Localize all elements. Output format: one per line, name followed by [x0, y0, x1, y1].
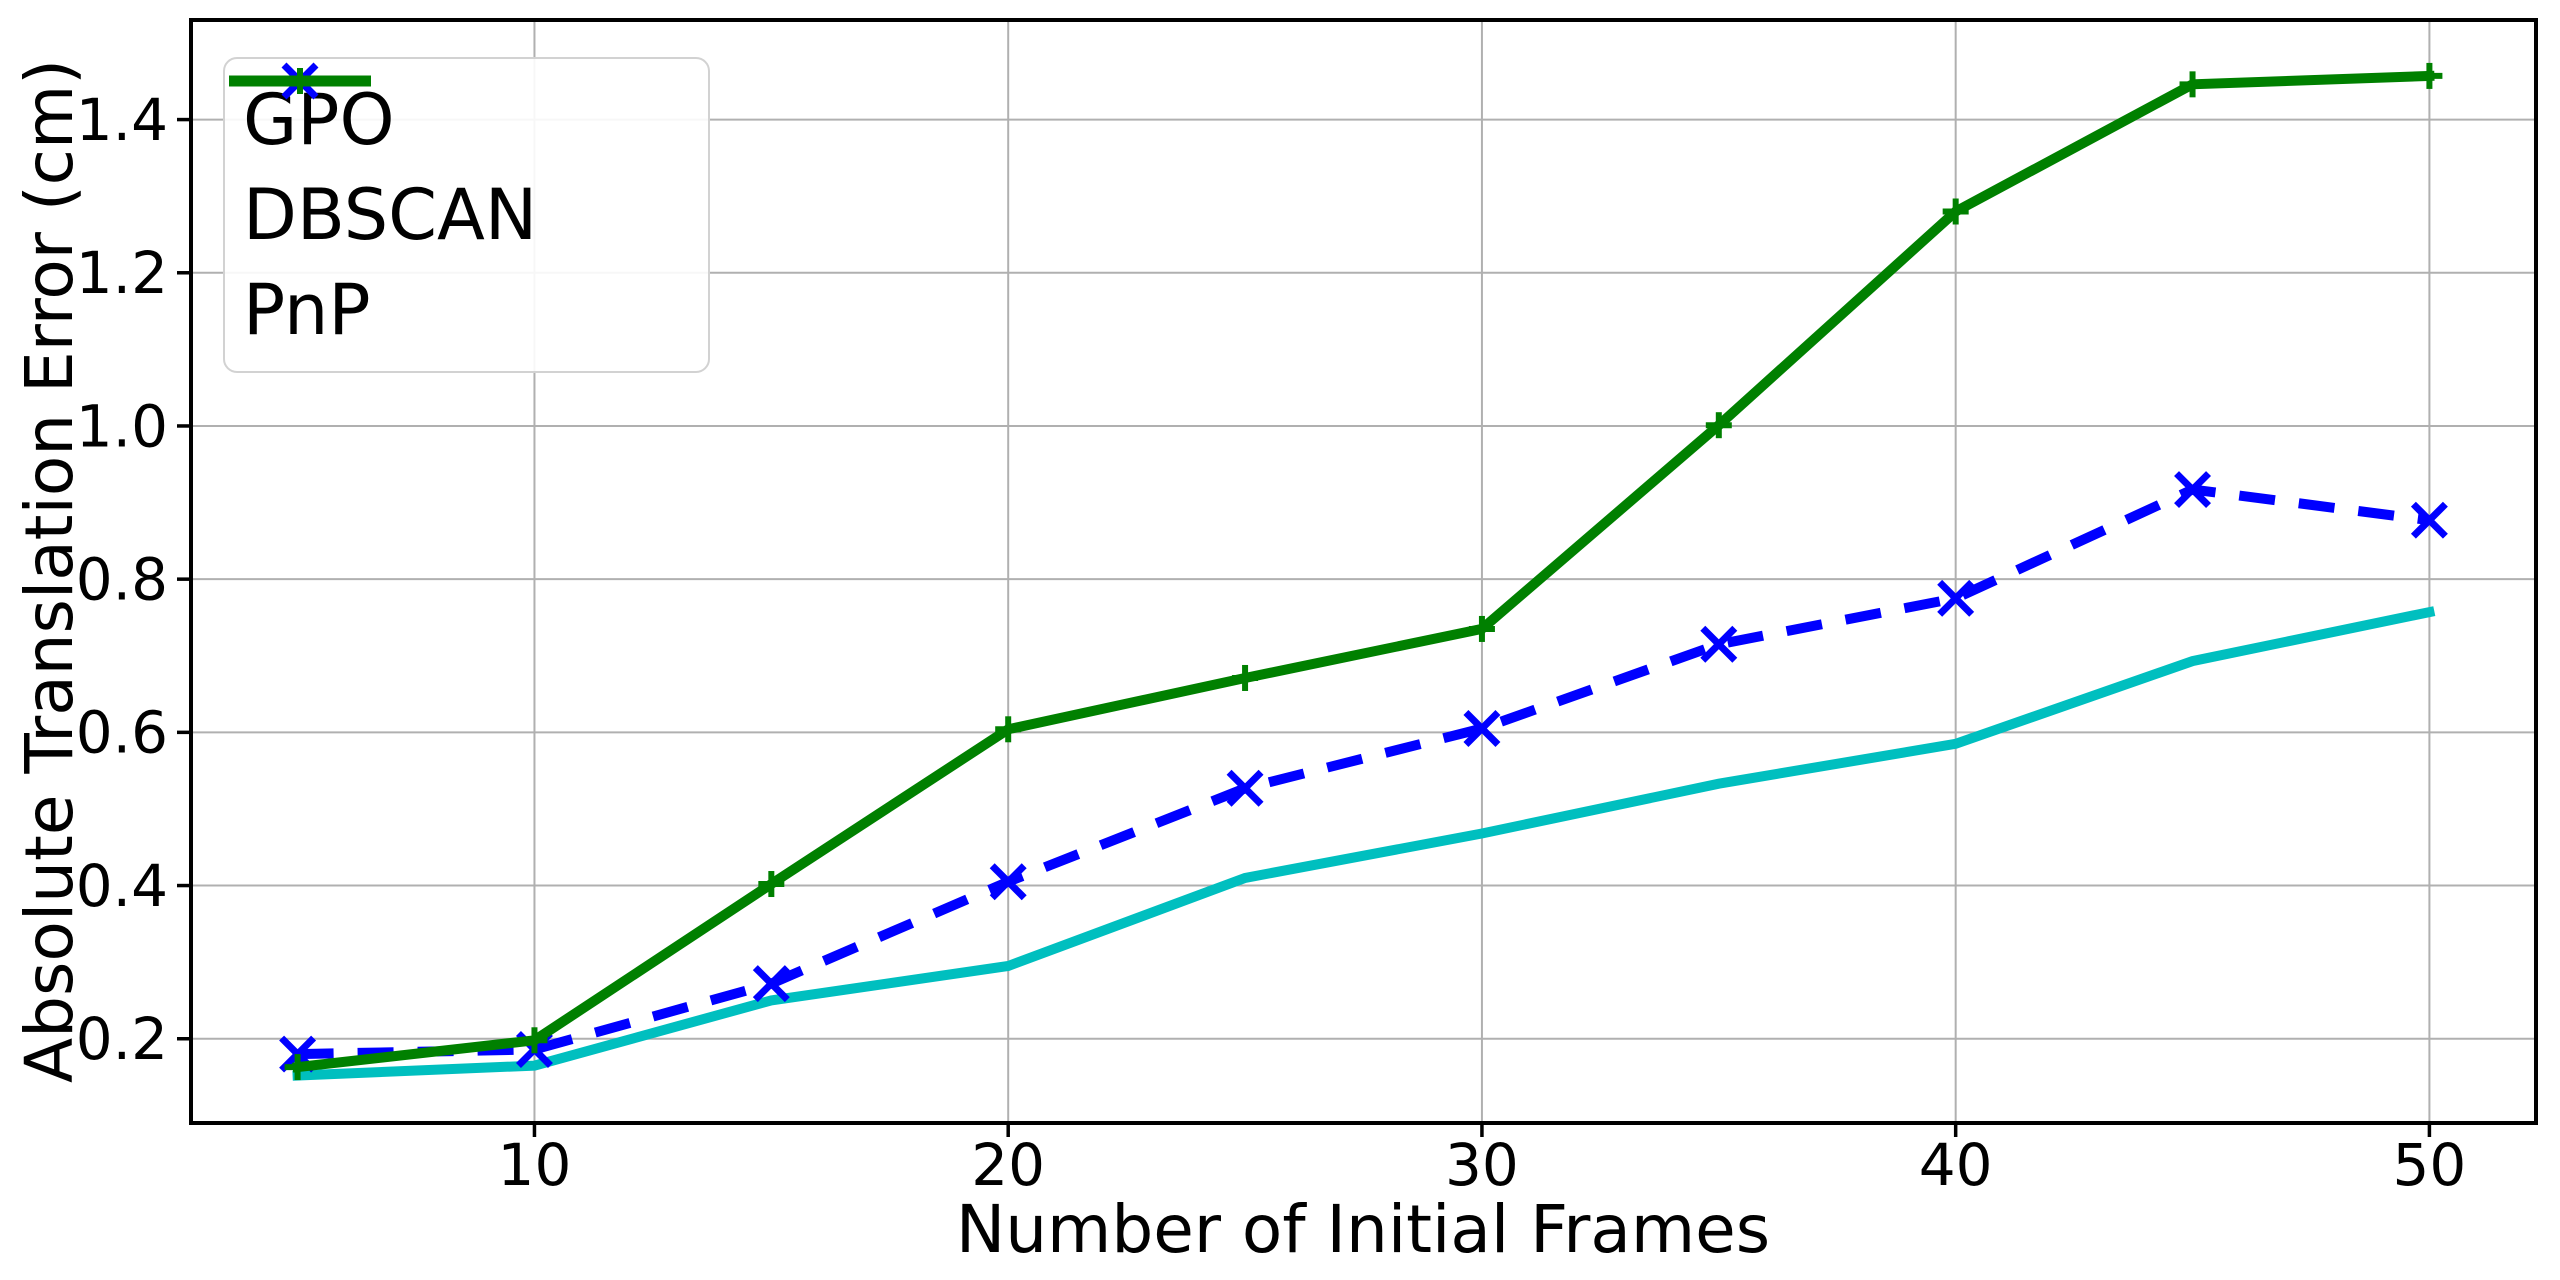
- y-tick-label: 0.6: [76, 699, 168, 767]
- marker-x: [989, 863, 1027, 901]
- marker-x: [2174, 471, 2212, 509]
- series-gpo: [292, 606, 2436, 1081]
- legend-item-dbscan: DBSCAN: [229, 62, 690, 256]
- y-tick-label: 0.2: [76, 1005, 168, 1073]
- legend-label: DBSCAN: [243, 173, 538, 256]
- y-tick-label: 0.8: [76, 545, 168, 613]
- x-tick-label: 30: [1445, 1131, 1519, 1199]
- y-tick-label: 1.2: [76, 239, 168, 307]
- marker-x: [1700, 625, 1738, 663]
- y-tick-label: 0.4: [76, 852, 168, 920]
- legend-item-pnp: PnP: [229, 68, 690, 351]
- series-dbscan: [279, 471, 2448, 1073]
- legend: GPO DBSCAN PnP: [223, 57, 710, 373]
- y-axis-label: Absolute Translation Error (cm): [11, 59, 88, 1083]
- tick-marks: [177, 117, 2432, 1137]
- marker-x: [1937, 579, 1975, 617]
- x-tick-label: 40: [1919, 1131, 1993, 1199]
- y-tick-label: 1.4: [76, 86, 168, 154]
- series-line-gpo: [292, 606, 2436, 1081]
- plot-series: [279, 62, 2448, 1081]
- x-tick-label: 10: [498, 1131, 572, 1199]
- x-tick-label: 50: [2393, 1131, 2467, 1199]
- series-pnp: [284, 62, 2443, 1081]
- marker-x: [752, 965, 790, 1003]
- series-line-dbscan: [297, 484, 2431, 1060]
- marker-x: [1226, 769, 1264, 807]
- series-line-pnp: [292, 70, 2435, 1073]
- tick-labels: 10 20 30 40 50 0.2 0.4 0.6 0.8 1.0 1.2 1.4: [76, 86, 2467, 1199]
- marker-x: [2410, 501, 2448, 539]
- y-tick-label: 1.0: [76, 392, 168, 460]
- legend-swatch-pnp-icon: [229, 68, 371, 94]
- marker-x: [1463, 710, 1501, 747]
- axes-spines: [189, 18, 2538, 1125]
- legend-label: GPO: [243, 79, 395, 162]
- x-tick-label: 20: [971, 1131, 1045, 1199]
- plot-border: [189, 18, 2538, 1125]
- x-axis-label: Number of Initial Frames: [956, 1191, 1770, 1268]
- legend-label: PnP: [243, 268, 371, 351]
